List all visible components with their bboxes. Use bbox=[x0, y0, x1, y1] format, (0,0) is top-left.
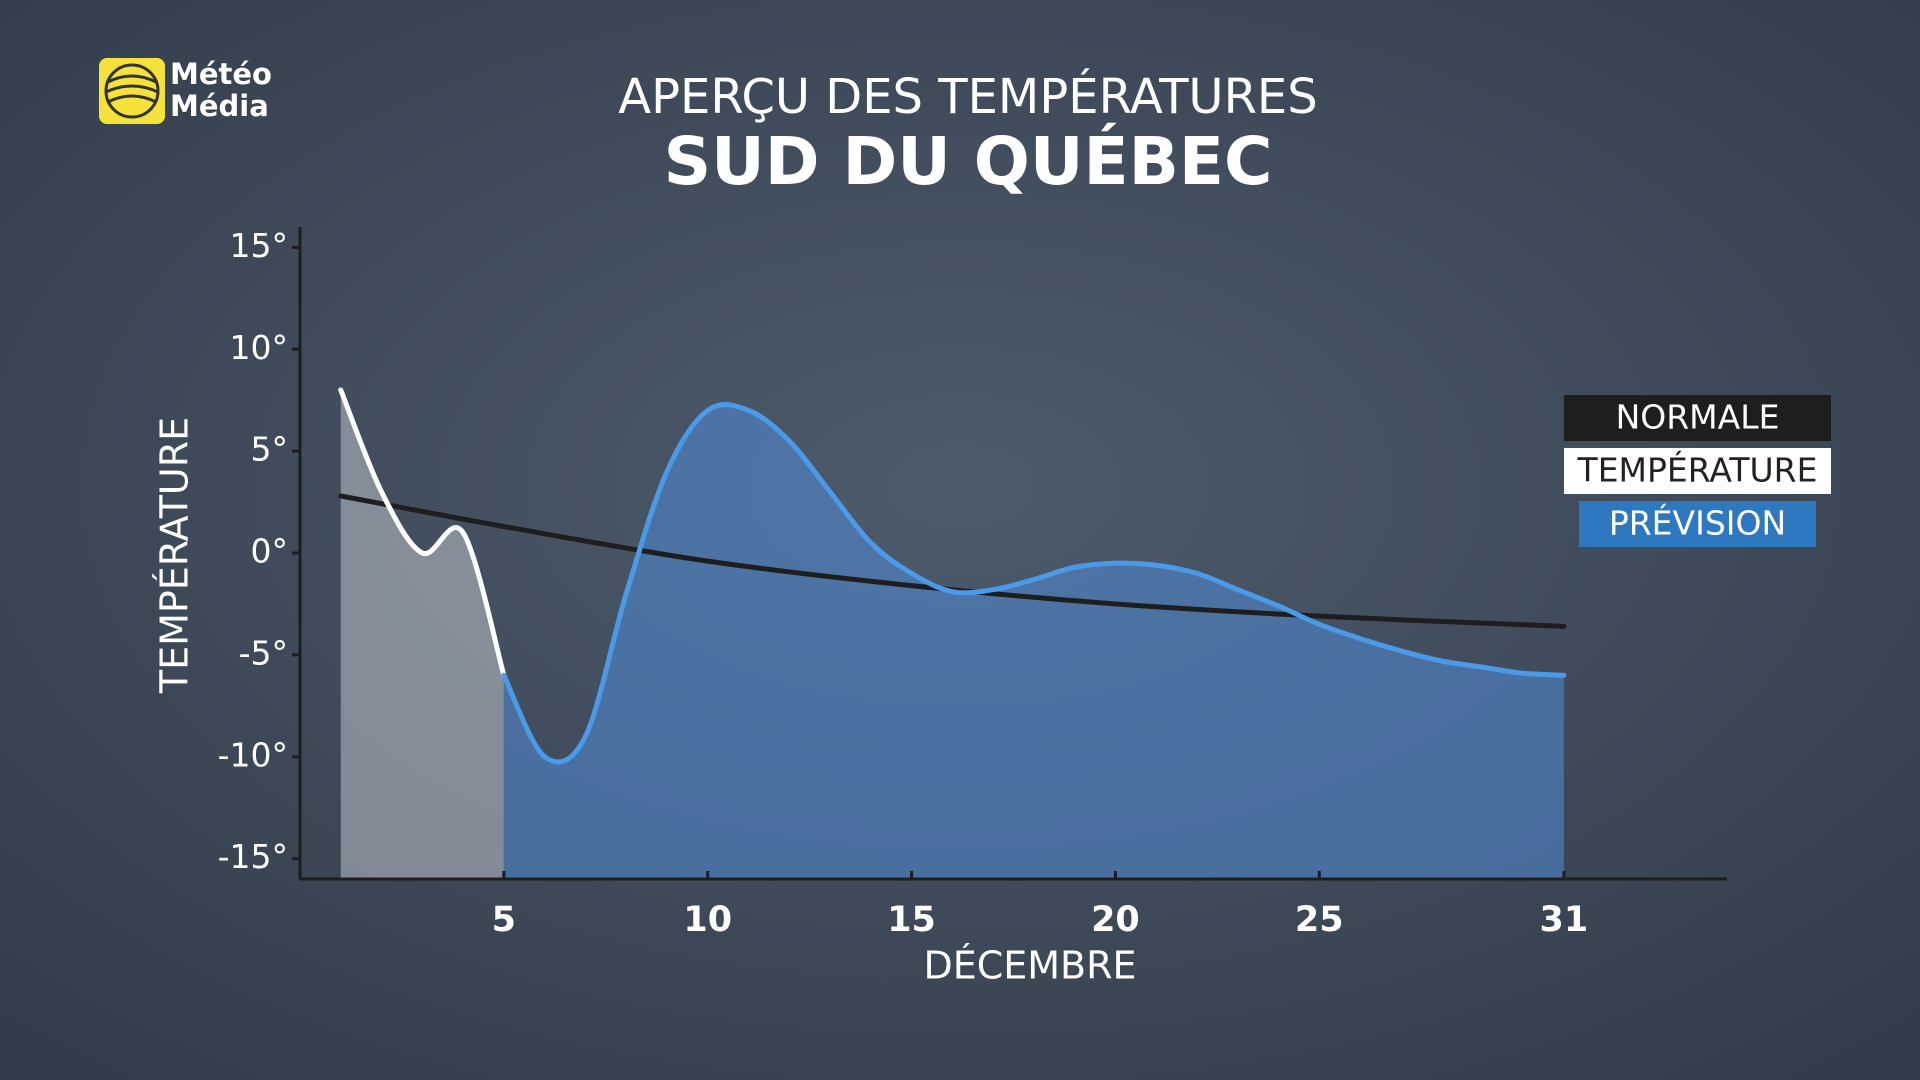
chart-title: APERÇU DES TEMPÉRATURES bbox=[618, 68, 1317, 125]
y-tick-label: -15° bbox=[218, 837, 288, 876]
x-tick-label: 25 bbox=[1295, 900, 1344, 940]
x-tick-label: 20 bbox=[1091, 900, 1140, 940]
legend-label: TEMPÉRATURE bbox=[1577, 450, 1818, 490]
x-tick-label: 5 bbox=[492, 900, 516, 940]
logo: Météo Média bbox=[99, 57, 272, 124]
chart-subtitle: SUD DU QUÉBEC bbox=[664, 122, 1273, 200]
y-tick-label: 5° bbox=[251, 430, 289, 469]
legend-label: NORMALE bbox=[1616, 398, 1780, 437]
y-tick-label: 15° bbox=[230, 226, 289, 265]
legend-swatch bbox=[1564, 395, 1831, 441]
x-tick-label: 31 bbox=[1540, 900, 1589, 940]
y-tick-label: 0° bbox=[251, 532, 289, 571]
logo-text: Météo bbox=[170, 57, 272, 91]
legend-swatch bbox=[1564, 448, 1831, 494]
series-line bbox=[338, 493, 1567, 629]
x-tick-label: 10 bbox=[683, 900, 732, 940]
legend-swatch bbox=[1579, 501, 1816, 547]
series-line bbox=[501, 402, 1567, 765]
series-line bbox=[338, 387, 507, 678]
y-tick-label: -5° bbox=[239, 633, 288, 672]
legend-label: PRÉVISION bbox=[1609, 503, 1786, 543]
y-tick-label: -10° bbox=[218, 735, 288, 774]
logo-icon bbox=[99, 58, 165, 124]
logo-text: Média bbox=[170, 89, 269, 123]
logo-lines bbox=[105, 74, 159, 104]
y-tick-label: 10° bbox=[230, 328, 289, 367]
x-tick-label: 15 bbox=[887, 900, 936, 940]
area bbox=[340, 390, 504, 879]
y-axis-label: TEMPÉRATURE bbox=[153, 417, 197, 694]
x-axis-label: DÉCEMBRE bbox=[923, 944, 1136, 988]
area bbox=[503, 404, 1564, 879]
